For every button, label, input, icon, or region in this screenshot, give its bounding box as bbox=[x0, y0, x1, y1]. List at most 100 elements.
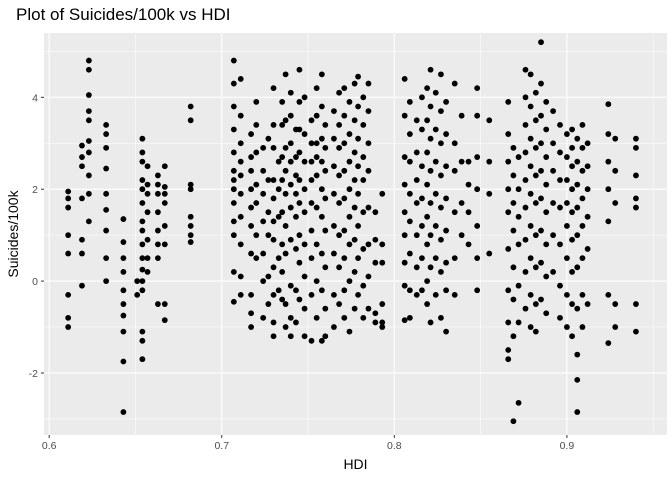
data-point bbox=[427, 264, 434, 271]
data-point bbox=[538, 227, 544, 234]
data-point bbox=[505, 319, 512, 326]
data-point bbox=[379, 190, 386, 197]
data-point bbox=[139, 337, 146, 344]
data-point bbox=[282, 250, 289, 257]
data-point bbox=[424, 301, 431, 307]
data-point bbox=[401, 209, 408, 216]
data-point bbox=[515, 186, 522, 193]
data-point bbox=[406, 218, 413, 225]
data-point bbox=[419, 255, 425, 262]
data-point bbox=[579, 144, 586, 151]
data-point bbox=[318, 287, 325, 294]
data-point bbox=[341, 167, 348, 174]
data-point bbox=[564, 131, 570, 137]
data-point bbox=[579, 167, 586, 174]
data-point bbox=[424, 241, 431, 248]
data-point bbox=[85, 92, 92, 98]
data-point bbox=[557, 149, 563, 156]
data-point bbox=[365, 273, 372, 280]
data-point bbox=[253, 149, 260, 156]
data-point bbox=[401, 181, 408, 188]
data-point bbox=[543, 126, 550, 133]
data-point bbox=[351, 269, 358, 275]
data-point bbox=[413, 200, 420, 206]
data-point bbox=[550, 140, 556, 147]
data-point bbox=[120, 269, 127, 275]
data-point bbox=[346, 131, 353, 137]
data-point bbox=[103, 165, 110, 172]
data-point bbox=[341, 112, 348, 119]
data-point bbox=[313, 140, 320, 147]
data-point bbox=[287, 140, 294, 147]
data-point bbox=[103, 227, 110, 234]
data-point bbox=[139, 177, 146, 183]
data-point bbox=[120, 301, 127, 307]
data-point bbox=[308, 227, 315, 234]
data-point bbox=[579, 324, 586, 330]
data-point bbox=[313, 154, 320, 160]
data-point bbox=[443, 287, 449, 294]
data-point bbox=[564, 154, 570, 160]
data-point bbox=[230, 232, 237, 239]
data-point bbox=[527, 71, 534, 78]
data-point bbox=[144, 163, 151, 170]
data-point bbox=[365, 305, 372, 312]
data-point bbox=[237, 213, 244, 220]
data-point bbox=[505, 356, 512, 363]
data-point bbox=[253, 255, 260, 262]
data-point bbox=[265, 232, 272, 239]
data-point bbox=[187, 223, 194, 229]
data-point bbox=[65, 324, 72, 330]
data-point bbox=[296, 232, 303, 239]
data-point bbox=[612, 135, 619, 142]
data-point bbox=[237, 273, 244, 280]
data-point bbox=[341, 85, 348, 92]
data-point bbox=[543, 154, 550, 160]
data-point bbox=[318, 103, 325, 110]
data-point bbox=[318, 158, 325, 165]
data-point bbox=[527, 135, 534, 142]
data-point bbox=[564, 177, 570, 183]
data-point bbox=[605, 158, 612, 165]
data-point bbox=[282, 167, 289, 174]
data-point bbox=[355, 291, 361, 298]
data-point bbox=[282, 71, 289, 78]
data-point bbox=[550, 232, 556, 239]
data-point bbox=[538, 167, 544, 174]
data-point bbox=[538, 259, 544, 266]
data-point bbox=[331, 223, 337, 229]
data-point bbox=[296, 200, 303, 206]
data-point bbox=[144, 255, 151, 262]
data-point bbox=[510, 200, 517, 206]
data-point bbox=[296, 99, 303, 105]
data-point bbox=[230, 269, 237, 275]
data-point bbox=[308, 117, 315, 124]
data-point bbox=[139, 241, 146, 248]
data-point bbox=[187, 117, 194, 124]
data-point bbox=[510, 227, 517, 234]
data-point bbox=[569, 209, 575, 216]
data-point bbox=[103, 255, 110, 262]
data-point bbox=[458, 158, 465, 165]
data-point bbox=[432, 255, 439, 262]
data-point bbox=[308, 177, 315, 183]
data-point bbox=[406, 99, 413, 105]
data-point bbox=[85, 218, 92, 225]
data-point bbox=[270, 319, 277, 326]
data-point bbox=[543, 273, 550, 280]
data-point bbox=[139, 356, 146, 363]
data-point bbox=[270, 195, 277, 202]
data-point bbox=[543, 310, 550, 317]
data-point bbox=[103, 206, 110, 213]
data-point bbox=[522, 121, 529, 128]
data-point bbox=[139, 287, 146, 294]
data-point bbox=[355, 135, 361, 142]
data-point bbox=[139, 149, 146, 156]
data-point bbox=[301, 209, 308, 216]
data-point bbox=[543, 99, 550, 105]
data-point bbox=[79, 236, 85, 243]
data-point bbox=[336, 200, 343, 206]
data-point bbox=[308, 337, 315, 344]
data-point bbox=[103, 190, 110, 197]
